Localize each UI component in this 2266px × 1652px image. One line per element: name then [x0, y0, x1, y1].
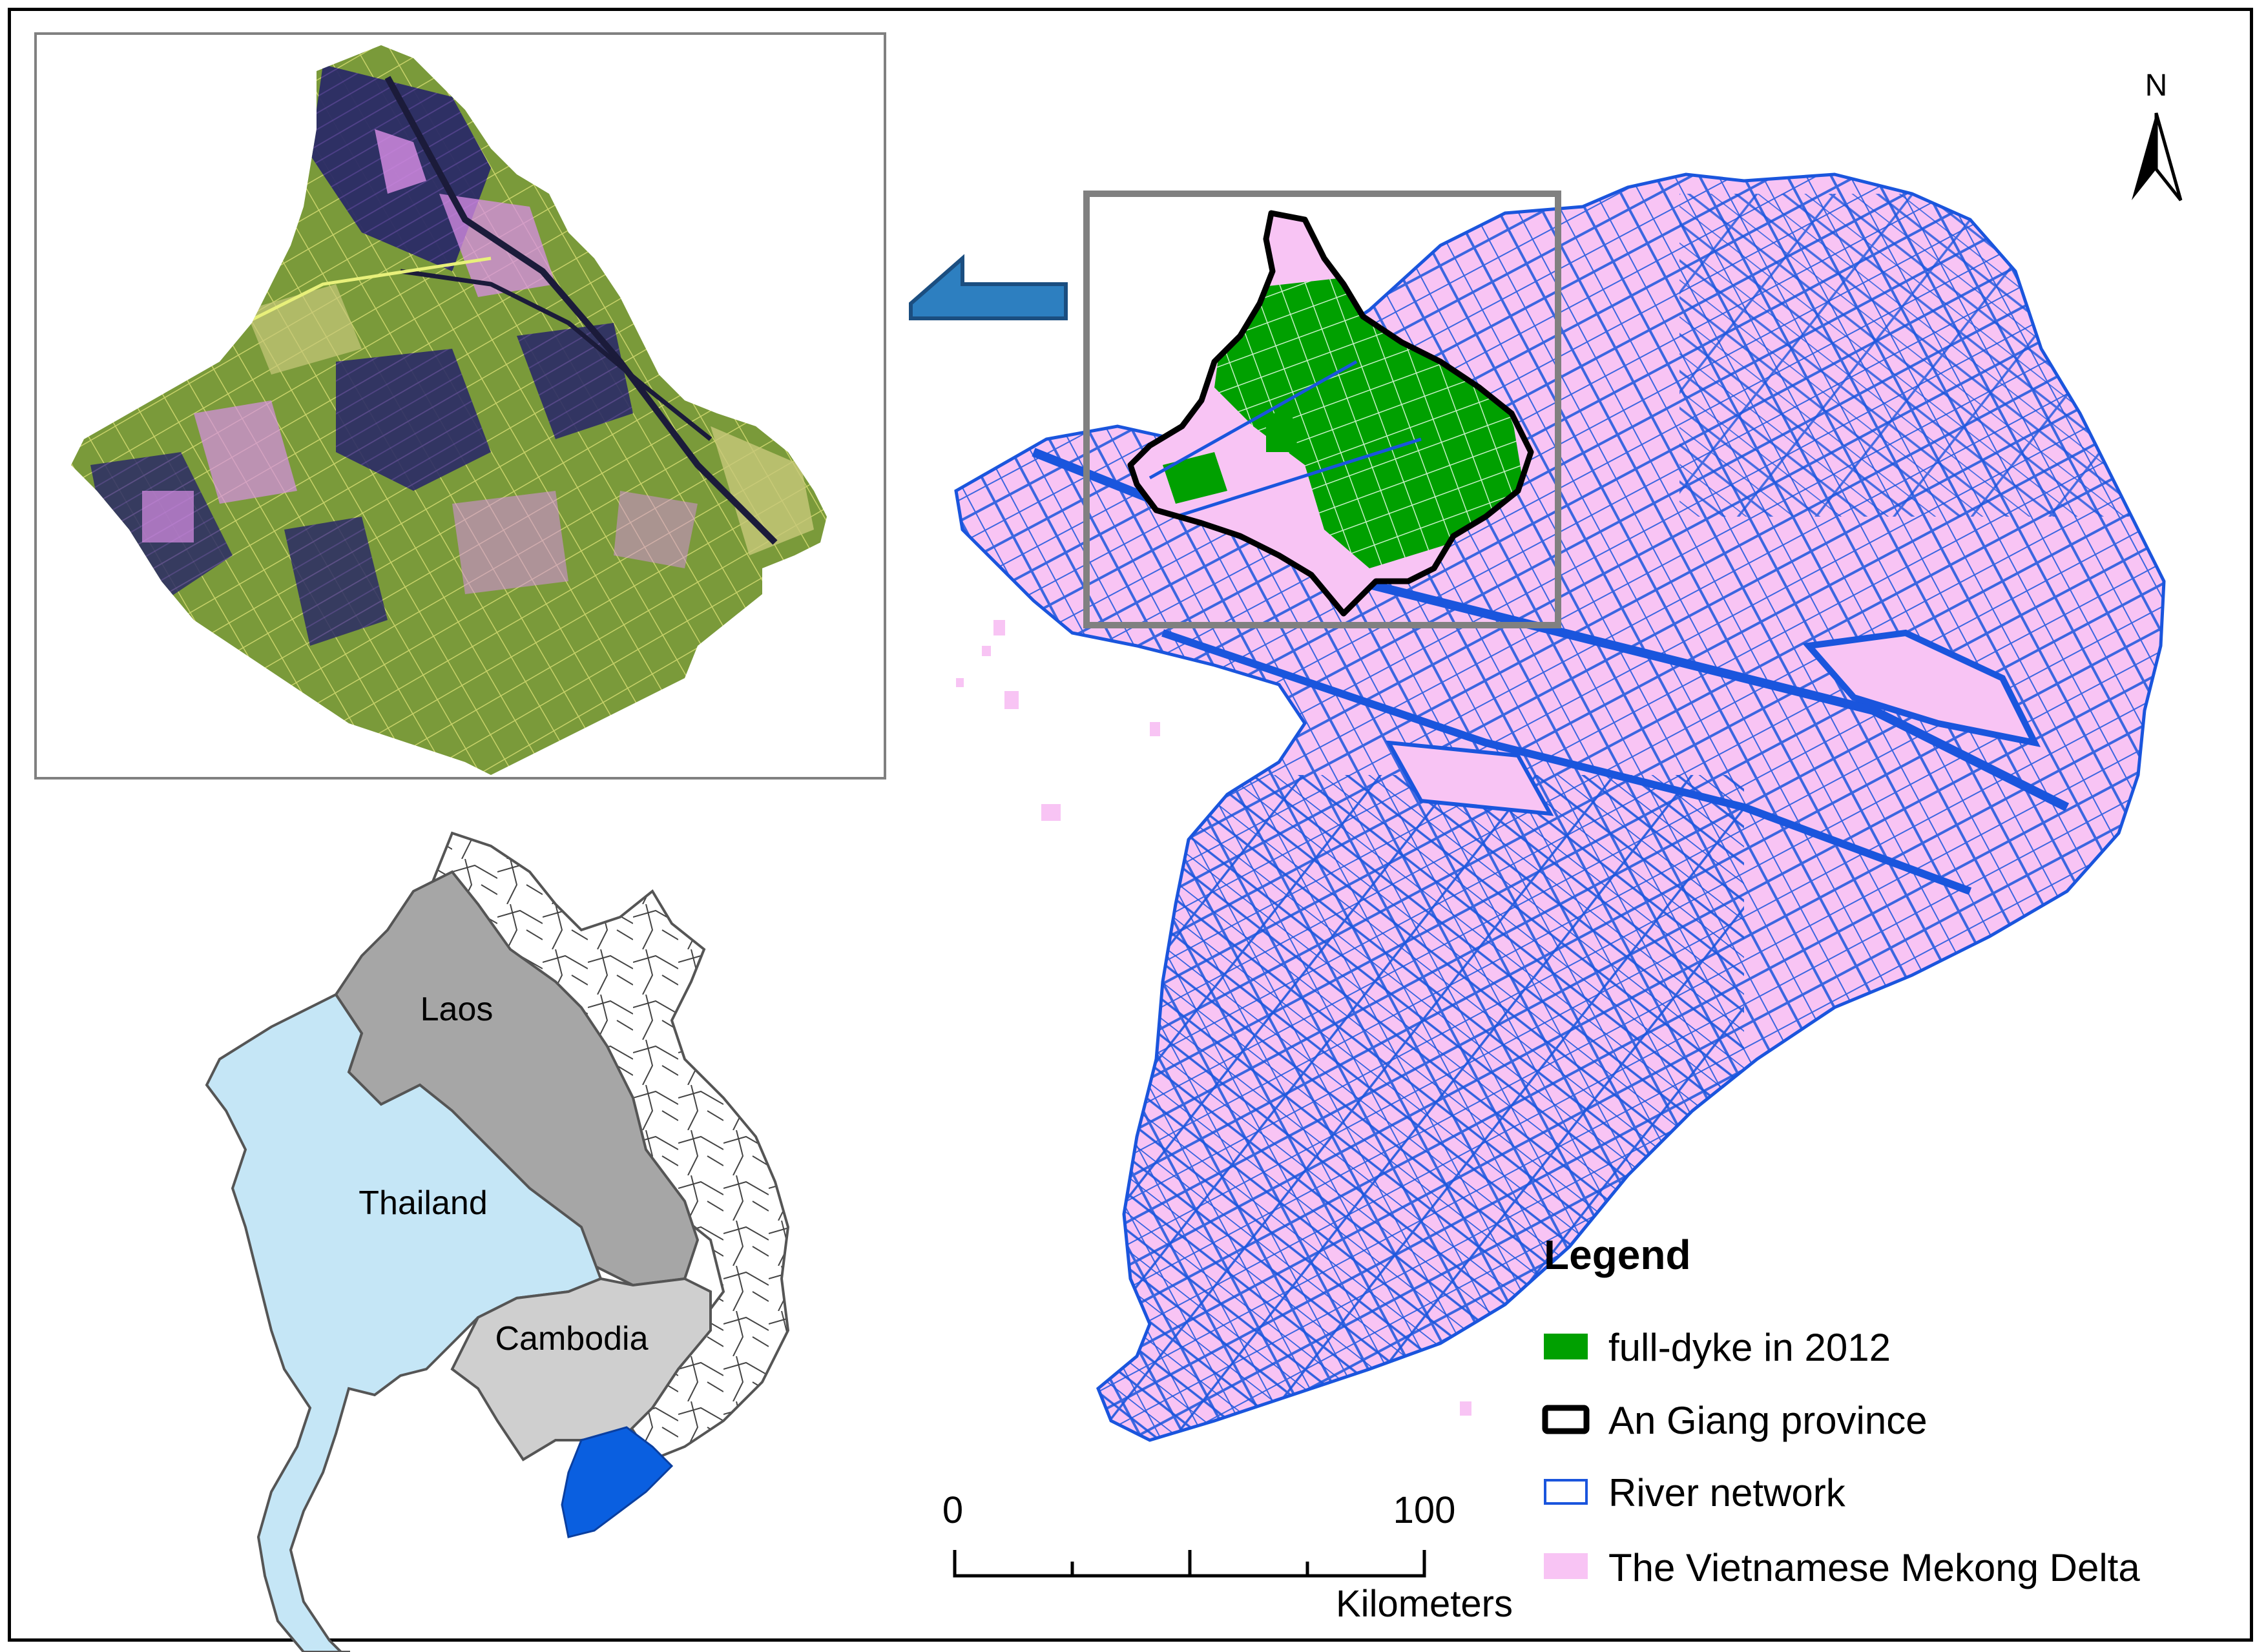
scale-bar: 0 100 Kilometers [942, 1489, 1513, 1625]
legend-label-an-giang: An Giang province [1608, 1399, 1928, 1442]
country-thailand [205, 993, 603, 1652]
label-cambodia: Cambodia [495, 1320, 648, 1358]
legend: Legend full-dyke in 2012 An Giang provin… [1542, 1232, 2140, 1589]
mekong-delta-map [937, 161, 2196, 1453]
north-arrow-left-half [2132, 113, 2156, 200]
islands [956, 620, 1471, 1416]
north-arrow: N [2132, 68, 2183, 201]
north-arrow-right-half [2154, 112, 2183, 201]
legend-title: Legend [1544, 1232, 1691, 1278]
map-frame [8, 8, 2253, 1642]
an-giang-outline [1127, 210, 1534, 617]
country-cambodia [450, 1277, 712, 1461]
label-thailand: Thailand [359, 1184, 487, 1222]
scale-start-label: 0 [942, 1489, 963, 1531]
legend-label-dyke: full-dyke in 2012 [1608, 1326, 1891, 1369]
legend-swatch-river [1544, 1479, 1588, 1505]
label-laos: Laos [421, 991, 494, 1028]
legend-label-river: River network [1608, 1471, 1846, 1514]
full-dyke-area [1214, 278, 1524, 568]
locator-map: Laos Thailand Cambodia [205, 831, 790, 1652]
legend-swatch-an-giang [1542, 1405, 1590, 1434]
legend-swatch-dyke [1544, 1334, 1588, 1359]
left-arrow [909, 254, 1068, 320]
legend-label-delta: The Vietnamese Mekong Delta [1608, 1546, 2140, 1589]
scale-unit-label: Kilometers [1336, 1583, 1513, 1625]
highlight-box [1083, 191, 1561, 628]
scale-end-label: 100 [1393, 1489, 1456, 1531]
satellite-inset [34, 32, 886, 780]
legend-swatch-delta [1544, 1553, 1588, 1579]
scale-line [953, 1550, 1426, 1578]
north-label: N [2145, 68, 2168, 103]
vietnamese-mekong-delta-small [561, 1426, 674, 1538]
